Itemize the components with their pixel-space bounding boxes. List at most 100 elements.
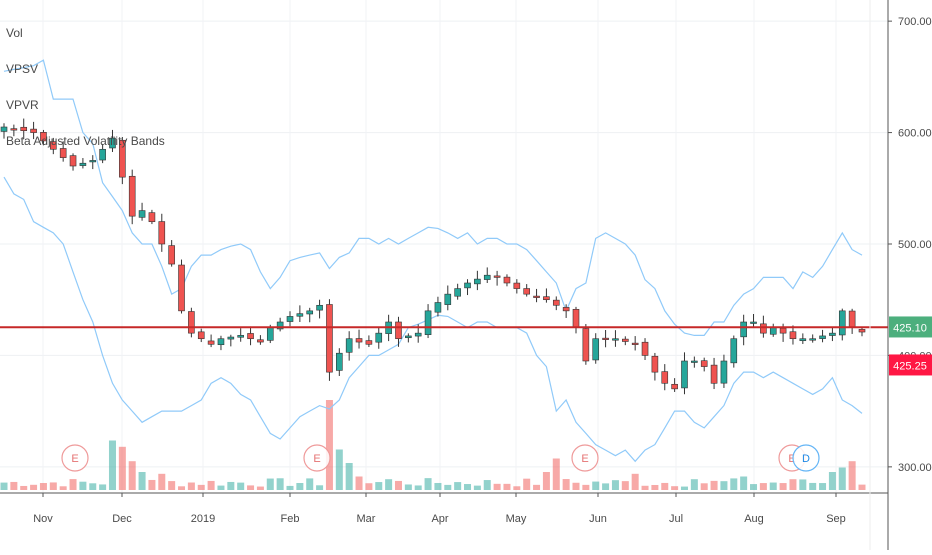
candle [464,279,471,296]
candle [20,118,28,140]
volume-bar [178,486,186,490]
price-tick-label: 500.00 [898,239,932,251]
current-price-tag: 425.10 [889,316,932,338]
candle-body [503,276,511,284]
candle [286,311,294,327]
volume-bar [207,480,215,490]
candle [119,137,126,185]
volume-bar [10,481,18,490]
candle-body [838,310,846,336]
candle-body [237,335,244,338]
candle-body [789,331,797,340]
indicator-legend: Vol VPSV VPVR Beta Adjusted Volatility Band… [6,26,165,148]
volume-bar [138,472,146,490]
volume-bar [503,483,511,490]
price-tick-label: 700.00 [898,16,932,28]
candle-body [365,340,373,345]
candle-body [266,327,274,341]
volume-bar [513,486,521,490]
candle-body [286,316,294,322]
volume-bar [325,400,333,490]
volume-bar [414,485,422,490]
volume-bar [799,479,807,490]
candle-body [424,310,432,335]
volume-bar [197,484,205,490]
candle [276,317,284,332]
candle-body [227,336,235,340]
candle [592,333,600,364]
candle [671,378,678,392]
candle [99,143,106,164]
candle-body [700,360,708,367]
volume-bar [552,458,560,490]
candle [543,288,550,303]
candle [405,333,412,343]
candle-body [819,335,826,339]
time-tick-label: Jun [589,513,607,525]
candlesticks [0,118,866,395]
volume-bar [424,478,432,490]
candle-body [474,278,481,285]
volume-bar [256,486,264,490]
candle-body [326,304,333,373]
candle [720,354,728,388]
volume-bar [769,482,777,490]
earnings-marker-label: E [788,453,795,465]
candle [710,357,718,390]
candle-body [158,221,166,245]
line-price-tag-bg [889,354,932,376]
candle [691,356,698,368]
volume-bar [858,484,866,490]
candle [750,313,757,328]
volume-bar [779,483,787,490]
volume-bar [690,479,698,490]
volume-bar [128,461,136,490]
line-price-tag: 425.25 [889,354,932,376]
indicator-label: VPVR [6,98,39,112]
earnings-marker-label: E [581,453,588,465]
volume-bar [247,485,255,490]
candle [148,209,156,225]
candle-body [444,293,452,305]
candle-body [414,332,422,337]
volume-bar [592,481,600,490]
candle [30,121,37,140]
volume-bar [750,484,758,490]
candle [158,213,166,252]
volume-bar [819,483,827,490]
volume-bar [809,482,817,490]
candle [10,124,18,137]
candle-body [454,288,461,297]
candle-body [523,288,530,295]
candle [483,267,491,283]
candle-body [592,338,600,361]
candle-body [434,302,442,313]
dividend-marker: D [792,444,820,472]
candle [336,348,343,376]
volume-bar [483,480,491,490]
candle-body [730,338,738,364]
time-tick-label: Feb [281,513,300,525]
time-tick-label: Nov [33,513,53,525]
candle [582,324,590,365]
candle-body [720,360,728,384]
candle-body [533,295,540,298]
indicator-label: Vol [6,26,23,40]
time-axis[interactable]: Nov Dec 2019 Feb Mar Apr May Jun Jul Aug Sep [33,493,846,525]
candle [434,296,442,317]
volume-bar [740,476,748,490]
candle-body [188,311,195,334]
volume-bar [621,481,629,490]
candle-body [661,371,669,384]
candle-body [760,323,767,334]
candle-body [276,321,284,330]
candle [395,316,402,347]
candle [365,335,373,348]
candle [50,137,57,155]
volume-bar [237,482,245,490]
candle-body [0,126,8,132]
volume-bar [680,486,688,490]
